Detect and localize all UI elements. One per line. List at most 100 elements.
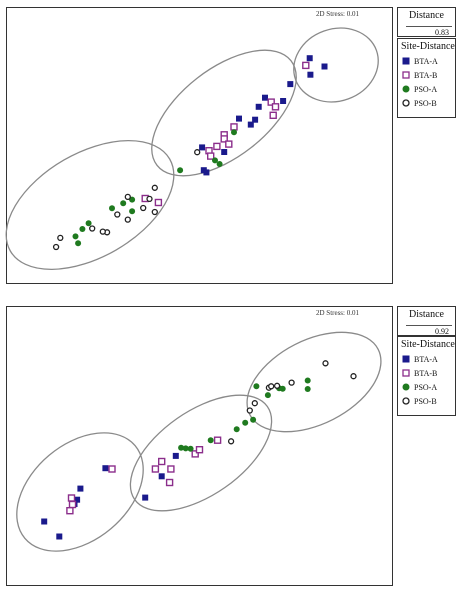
data-point-bta-b <box>157 457 166 466</box>
data-point-bta-b <box>206 152 215 160</box>
legend-label: PSO-B <box>414 98 437 108</box>
data-point-bta-a <box>142 494 149 501</box>
cluster-ellipse <box>5 139 175 271</box>
data-point-pso-a <box>75 240 82 247</box>
panel-a-points <box>52 55 328 251</box>
data-point-bta-b <box>191 450 199 458</box>
panel-b-stress-label: 2D Stress: 0.01 <box>316 309 359 317</box>
data-point-bta-a <box>74 496 81 503</box>
open-circle-icon <box>402 397 410 405</box>
data-point-pso-a <box>253 383 260 390</box>
data-point-bta-a <box>236 115 242 122</box>
panel-b-distance-title: Distance <box>409 309 444 320</box>
data-point-bta-b <box>213 142 221 151</box>
filled-circle-icon <box>402 85 410 93</box>
legend-label: BTA-A <box>414 354 438 364</box>
panel-b-distance-box: Distance 0.92 <box>397 306 456 336</box>
cluster-ellipse <box>151 49 297 177</box>
data-point-pso-b <box>89 225 96 232</box>
panel-b-points <box>41 360 357 540</box>
panel-b-legend-item-pso-a: PSO-A <box>402 382 437 392</box>
open-square-icon <box>402 71 410 79</box>
data-point-bta-a <box>307 71 314 78</box>
panel-b-legend-item-bta-b: BTA-B <box>402 368 437 378</box>
data-point-bta-a <box>77 485 84 492</box>
panel-a-legend: Site-Distance BTA-A BTA-B PSO-A PSO-B <box>397 38 456 118</box>
cluster-ellipse <box>16 432 144 552</box>
data-point-bta-a <box>102 465 109 472</box>
cluster-ellipse <box>129 394 273 512</box>
data-point-bta-a <box>247 121 254 128</box>
data-point-pso-b <box>151 184 158 191</box>
data-point-bta-a <box>255 103 262 110</box>
data-point-bta-b <box>220 135 228 143</box>
legend-label: PSO-A <box>414 84 438 94</box>
legend-label: PSO-A <box>414 382 438 392</box>
data-point-bta-a <box>56 533 63 540</box>
data-point-bta-b <box>67 494 76 502</box>
data-point-pso-b <box>194 149 201 156</box>
filled-square-icon <box>402 57 410 65</box>
data-point-pso-a <box>182 445 189 452</box>
data-point-pso-a <box>207 437 214 444</box>
data-point-pso-a <box>231 129 237 136</box>
data-point-bta-a <box>252 116 259 123</box>
data-point-pso-b <box>268 383 275 390</box>
data-point-pso-a <box>120 200 127 207</box>
data-point-bta-b <box>267 98 275 106</box>
data-point-pso-a <box>233 426 240 433</box>
data-point-bta-b <box>66 507 74 515</box>
data-point-pso-a <box>109 205 115 212</box>
data-point-bta-a <box>158 473 165 480</box>
data-point-bta-b <box>225 140 233 148</box>
data-point-bta-a <box>287 81 294 88</box>
legend-label: BTA-B <box>414 368 438 378</box>
data-point-bta-b <box>108 465 116 473</box>
panel-a-distance-box: Distance 0.83 <box>397 7 456 37</box>
data-point-bta-b <box>68 500 77 509</box>
panel-b-legend-title: Site-Distance <box>401 339 455 350</box>
data-point-pso-b <box>114 211 121 218</box>
data-point-pso-a <box>212 157 218 164</box>
data-point-pso-a <box>250 416 257 423</box>
panel-a-legend-item-bta-a: BTA-A <box>402 56 438 66</box>
data-point-bta-a <box>203 169 210 176</box>
data-point-bta-a <box>321 63 328 70</box>
data-point-pso-a <box>72 233 79 240</box>
data-point-pso-b <box>124 193 131 201</box>
panel-a-stress-label: 2D Stress: 0.01 <box>316 10 359 18</box>
panel-a-distance-value: 0.83 <box>435 28 449 37</box>
panel-a-legend-title: Site-Distance <box>401 41 455 52</box>
data-point-bta-b <box>165 478 174 487</box>
data-point-pso-a <box>216 161 223 167</box>
data-point-pso-b <box>151 208 158 216</box>
data-point-pso-a <box>85 220 92 227</box>
panel-b-legend-item-bta-a: BTA-A <box>402 354 438 364</box>
data-point-pso-b <box>227 438 235 445</box>
data-point-bta-b <box>213 436 222 444</box>
filled-circle-icon <box>402 383 410 391</box>
open-circle-icon <box>402 99 410 107</box>
legend-label: BTA-A <box>414 56 438 66</box>
panel-a-legend-item-pso-a: PSO-A <box>402 84 437 94</box>
panel-b-group-ellipses <box>16 331 382 552</box>
data-point-pso-b <box>350 373 357 380</box>
data-point-pso-a <box>187 445 194 452</box>
legend-label: PSO-B <box>414 396 437 406</box>
data-point-pso-b <box>288 379 295 386</box>
panel-a-legend-item-pso-b: PSO-B <box>402 98 437 108</box>
data-point-pso-b <box>99 228 106 235</box>
data-point-pso-a <box>279 385 286 392</box>
data-point-bta-b <box>269 111 277 120</box>
panel-b-legend-item-pso-b: PSO-B <box>402 396 437 406</box>
data-point-pso-a <box>129 208 136 215</box>
panel-b-distance-scale-line <box>406 325 452 326</box>
data-point-bta-a <box>280 98 287 104</box>
panel-b-distance-value: 0.92 <box>435 327 449 336</box>
data-point-bta-b <box>302 61 310 70</box>
data-point-pso-a <box>264 392 271 399</box>
data-point-bta-a <box>172 452 179 459</box>
data-point-pso-b <box>124 216 131 223</box>
panel-a-distance-title: Distance <box>409 10 444 21</box>
